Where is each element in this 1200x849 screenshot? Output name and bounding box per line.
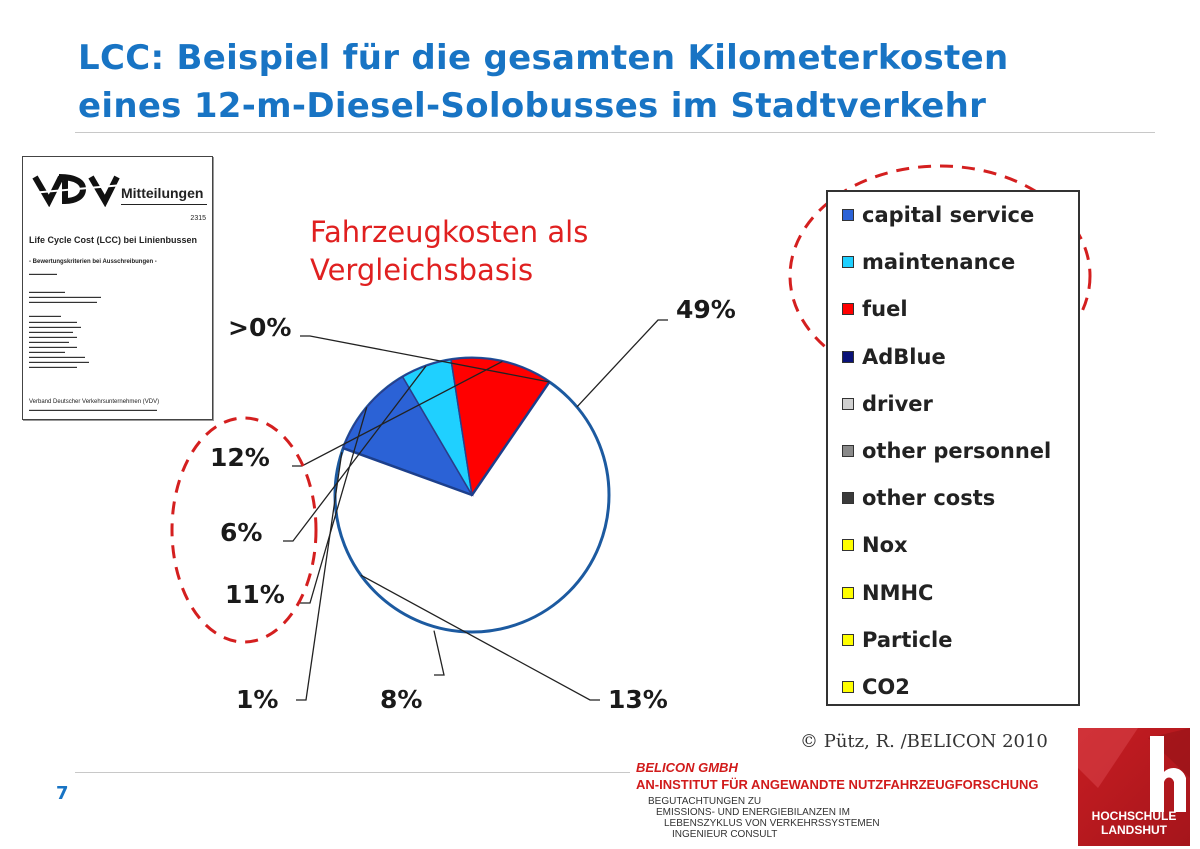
slice-edge — [470, 381, 551, 496]
legend-item: other costs — [842, 485, 995, 511]
highlight-ellipse — [170, 416, 318, 644]
document-body-line: ▬▬▬▬▬▬▬▬▬ — [29, 349, 65, 354]
service-line-4: INGENIEUR CONSULT — [672, 829, 778, 840]
document-body-line: ▬▬▬▬▬▬▬▬▬▬ — [29, 339, 69, 344]
legend-swatch — [842, 681, 854, 693]
document-body-line: ▬▬▬▬▬▬▬▬▬▬▬▬▬▬▬▬▬▬ — [29, 294, 101, 299]
page-number: 7 — [56, 783, 69, 804]
legend-label: CO2 — [862, 675, 910, 699]
legend-label: other personnel — [862, 439, 1052, 463]
legend-label: capital service — [862, 203, 1035, 227]
document-body-line: ▬▬▬▬▬▬▬▬▬ — [29, 289, 65, 294]
legend-item: NMHC — [842, 580, 933, 606]
legend-swatch — [842, 209, 854, 221]
document-number: 2315 — [190, 215, 206, 222]
copyright-note: © Pütz, R. /BELICON 2010 — [800, 731, 1048, 752]
document-body-line: ▬▬▬▬▬▬▬▬ — [29, 313, 61, 318]
document-publisher: Verband Deutscher Verkehrsunternehmen (V… — [29, 399, 160, 405]
legend-swatch — [842, 633, 854, 646]
label-leader-line — [300, 335, 550, 383]
title-divider — [75, 132, 1155, 133]
legend-item: capital service — [842, 202, 1034, 228]
legend-swatch — [842, 397, 854, 410]
legend-swatch — [842, 256, 854, 269]
slide-title: LCC: Beispiel für die gesamten Kilometer… — [78, 34, 1178, 130]
slice-label: 1% — [236, 685, 278, 714]
vdv-document-thumbnail: Mitteilungen 2315 Life Cycle Cost (LCC) … — [22, 156, 213, 420]
subtitle-line-1: Fahrzeugkosten als — [310, 215, 589, 249]
service-line-2: EMISSIONS- UND ENERGIEBILANZEN IM — [656, 807, 850, 818]
legend-label: other costs — [862, 486, 996, 511]
document-body-line: ▬▬▬▬▬▬▬▬▬▬▬▬ — [29, 319, 77, 324]
legend-swatch — [842, 350, 854, 363]
label-leader-line — [360, 574, 600, 701]
logo-text-line-1: HOCHSCHULE — [1091, 809, 1177, 823]
slice-label: 6% — [220, 518, 262, 547]
label-leader-line — [296, 452, 343, 701]
legend-swatch — [842, 492, 854, 505]
slide-title-line-1: LCC: Beispiel für die gesamten Kilometer… — [78, 38, 1009, 78]
vdv-logo-icon — [31, 174, 123, 207]
h-logo-icon — [1078, 728, 1190, 812]
slice-label: >0% — [228, 313, 291, 342]
hochschule-landshut-logo: HOCHSCHULE LANDSHUT — [1078, 728, 1190, 846]
document-body-line: ▬▬▬▬▬▬▬▬▬▬▬▬ — [29, 344, 77, 349]
document-body-line: ▬▬▬▬▬▬▬▬▬▬▬▬▬ — [29, 324, 81, 329]
service-line-3: LEBENSZYKLUS VON VERKEHRSSYSTEMEN — [664, 818, 880, 829]
document-body-line: ▬▬▬▬▬▬▬▬▬▬▬▬ — [29, 334, 77, 339]
slice-edge — [342, 446, 473, 497]
legend-swatch — [842, 445, 854, 457]
slice-label: 13% — [608, 685, 668, 714]
legend-item: AdBlue — [842, 344, 946, 370]
legend-swatch — [842, 539, 854, 552]
chart-subtitle: Fahrzeugkosten als Vergleichsbasis — [310, 213, 588, 289]
legend-item: Particle — [842, 627, 952, 653]
label-leader-line — [576, 319, 668, 408]
label-leader-line — [300, 407, 368, 604]
legend-label: AdBlue — [862, 344, 946, 369]
chart-legend: capital service maintenance fuel AdBlue driv… — [826, 190, 1080, 706]
label-leader-line — [433, 630, 445, 676]
company-name: BELICON GMBH — [636, 760, 738, 775]
document-body-line: ▬▬▬▬▬▬▬▬▬▬▬▬▬▬▬▬▬ — [29, 299, 97, 304]
document-address-line: ▬▬▬▬▬▬▬▬▬▬▬▬▬▬▬▬▬▬▬▬▬▬▬▬▬▬▬▬▬▬▬▬ — [29, 407, 157, 412]
document-header-rule — [121, 204, 207, 205]
legend-item: other personnel — [842, 438, 1051, 464]
legend-item: CO2 — [842, 674, 910, 700]
document-body-line: ▬▬▬▬▬▬▬▬▬▬▬▬▬▬▬ — [29, 359, 89, 364]
footer-divider — [75, 772, 630, 773]
subtitle-line-2: Vergleichsbasis — [310, 253, 534, 287]
logo-text-line-2: LANDSHUT — [1101, 823, 1167, 837]
slice-label: 49% — [676, 295, 736, 324]
legend-item: fuel — [842, 296, 908, 322]
legend-label: NMHC — [862, 580, 934, 605]
service-line-1: BEGUTACHTUNGEN ZU — [648, 796, 762, 807]
slice-label: 11% — [225, 580, 285, 609]
legend-label: Particle — [862, 627, 953, 652]
document-body-line: ▬▬▬▬▬▬▬ — [29, 271, 57, 276]
legend-item: maintenance — [842, 249, 1015, 275]
document-series: Mitteilungen — [121, 185, 204, 201]
legend-swatch — [842, 303, 854, 316]
document-subtitle: - Bewertungskriterien bei Ausschreibunge… — [29, 259, 157, 265]
document-body-line: ▬▬▬▬▬▬▬▬▬▬▬▬ — [29, 364, 77, 369]
legend-label: driver — [862, 391, 933, 416]
legend-item: driver — [842, 391, 933, 417]
legend-label: Nox — [862, 533, 908, 558]
slice-label: 8% — [380, 685, 422, 714]
institute-name: AN-INSTITUT FÜR ANGEWANDTE NUTZFAHRZEUGF… — [636, 777, 1039, 792]
document-body-line: ▬▬▬▬▬▬▬▬▬▬▬ — [29, 329, 73, 334]
legend-swatch — [842, 586, 854, 599]
belicon-footer: BELICON GMBH AN-INSTITUT FÜR ANGEWANDTE … — [636, 760, 1039, 840]
legend-label: fuel — [862, 297, 908, 322]
legend-item: Nox — [842, 532, 908, 558]
slice-label: 12% — [210, 443, 270, 472]
legend-label: maintenance — [862, 250, 1016, 275]
slide-title-line-2: eines 12-m-Diesel-Solobusses im Stadtver… — [78, 86, 987, 126]
document-body-line: ▬▬▬▬▬▬▬▬▬▬▬▬▬▬ — [29, 354, 85, 359]
document-title: Life Cycle Cost (LCC) bei Linienbussen — [29, 235, 198, 245]
